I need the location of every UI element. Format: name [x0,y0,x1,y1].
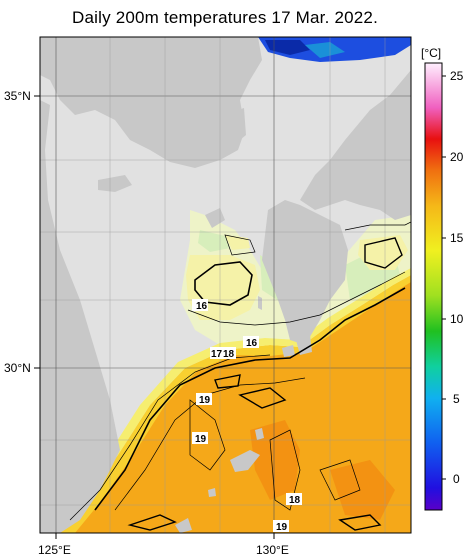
frame-ticks [34,95,275,539]
korea-land [40,37,262,168]
plot-frame [39,36,412,534]
tanegashima-island [296,335,312,355]
tsushima-island [238,108,246,140]
grid-lines [40,37,411,533]
contour-label: 16 [246,338,258,349]
lat-label-35n: 35°N [4,89,31,103]
contour-label-group: 16 16 17 18 19 19 18 19 [192,299,302,533]
jeju-island [98,175,132,192]
yakushima-island [282,345,295,357]
small-island [208,488,216,497]
colorbar [424,62,443,511]
contour-label: 18 [223,349,235,360]
frontal-band-outer [48,268,411,533]
colorbar-tick-label: 10 [450,312,464,326]
colorbar-tick-label: 25 [450,69,464,83]
contour-label: 19 [199,395,211,406]
colorbar-tick-label: 15 [450,231,464,245]
cold-water-edge [305,42,345,58]
contour-label: 16 [196,301,208,312]
colorbar-unit: [°C] [421,46,441,60]
warm-water [40,280,411,533]
colorbar-tick-label: 0 [453,472,460,486]
lon-label-130e: 130°E [256,543,289,557]
map-title: Daily 200m temperatures 17 Mar. 2022. [72,8,378,27]
koshiki-islands [258,296,262,310]
shelf-green-patch [198,230,230,252]
contour-label: 18 [289,495,301,506]
kyushu-land [262,200,348,345]
colorbar-tick-label: 20 [450,150,464,164]
cold-water-core [265,40,310,55]
tokara-islands [255,428,264,440]
okinawa-island [175,518,192,533]
china-land [40,100,120,533]
lon-label-125e: 125°E [38,543,71,557]
colorbar-ticks [442,75,446,480]
colorbar-tick-label: 5 [453,392,460,406]
contour-label: 17 [211,349,223,360]
amami-island [230,450,260,472]
contour-label: 19 [276,522,288,533]
contour-label: 19 [195,434,207,445]
frontal-band [55,275,411,533]
lat-label-30n: 30°N [4,361,31,375]
japan-honshu-land [300,70,411,220]
